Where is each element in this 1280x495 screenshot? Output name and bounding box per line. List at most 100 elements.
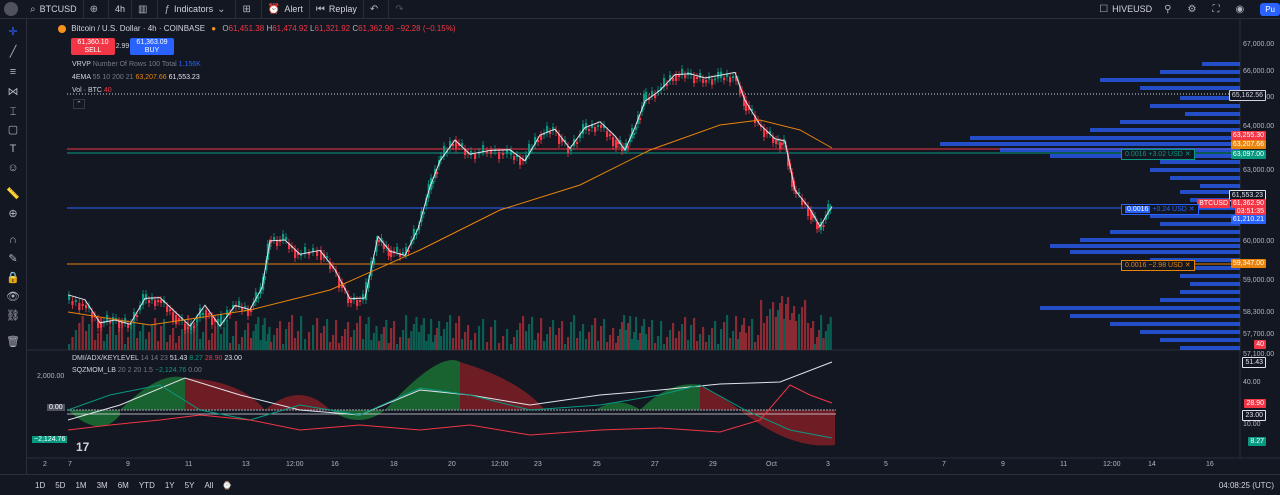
range-button[interactable]: All bbox=[204, 480, 214, 490]
symbol-search-button[interactable]: ⌕ BTCUSD bbox=[24, 0, 84, 18]
close-icon[interactable]: ✕ bbox=[1188, 206, 1195, 213]
volume-profile-bar bbox=[1080, 238, 1240, 242]
candle bbox=[127, 324, 130, 328]
candle bbox=[617, 142, 620, 144]
volume-profile-bar bbox=[970, 136, 1240, 140]
volume-bar bbox=[338, 343, 341, 350]
trend-line-icon[interactable]: ╱ bbox=[9, 46, 17, 58]
volume-bar bbox=[737, 339, 740, 350]
volume-bar bbox=[244, 330, 247, 350]
candle bbox=[643, 94, 646, 106]
redo-button[interactable]: ↷ bbox=[389, 0, 413, 18]
magnet-icon[interactable]: ∩ bbox=[9, 234, 17, 246]
fullscreen-button[interactable]: ⛶ bbox=[1206, 0, 1229, 18]
text-icon[interactable]: T bbox=[9, 143, 17, 155]
undo-button[interactable]: ↶ bbox=[364, 0, 390, 18]
replay-button[interactable]: ⏮ Replay bbox=[310, 0, 364, 18]
candle bbox=[193, 326, 196, 328]
volume-bar bbox=[743, 318, 746, 350]
volume-profile-bar bbox=[1120, 120, 1240, 124]
buy-button[interactable]: 61,363.09 BUY bbox=[130, 38, 174, 55]
volume-bar bbox=[807, 323, 810, 350]
fib-icon[interactable]: ≡ bbox=[9, 66, 17, 78]
range-button[interactable]: YTD bbox=[138, 480, 155, 490]
quick-search-button[interactable]: ⚲ bbox=[1158, 0, 1181, 18]
range-button[interactable]: 5D bbox=[55, 480, 66, 490]
vrvp-legend[interactable]: VRVP Number Of Rows 100 Total 1.156K bbox=[72, 61, 201, 68]
dmi-legend[interactable]: DMI/ADX/KEYLEVEL 14 14 23 51.43 8.27 28.… bbox=[72, 355, 242, 362]
volume-bar bbox=[561, 321, 564, 350]
position-tag-lower[interactable]: 0.0016 −2.98 USD ✕ bbox=[1121, 260, 1195, 271]
close-icon[interactable]: ✕ bbox=[1184, 262, 1191, 269]
volume-profile-bar bbox=[940, 142, 1240, 146]
candle bbox=[552, 127, 555, 131]
time-tick: 25 bbox=[593, 461, 601, 468]
sqz-legend[interactable]: SQZMOM_LB 20 2 20 1.5 −2,124.76 0.00 bbox=[72, 367, 202, 374]
sell-button[interactable]: 61,360.10 SELL bbox=[71, 38, 115, 55]
pencil-icon[interactable]: ✎ bbox=[8, 253, 18, 265]
indicators-button[interactable]: ƒ Indicators ⌄ bbox=[158, 0, 237, 18]
candle bbox=[558, 134, 561, 144]
avatar[interactable] bbox=[4, 2, 18, 16]
position-tag-upper[interactable]: 0.0016 +3.02 USD ✕ bbox=[1121, 149, 1195, 160]
volume-bar bbox=[390, 328, 393, 350]
compare-button[interactable]: ⊕ bbox=[84, 0, 110, 18]
volume-bar bbox=[615, 343, 618, 350]
sqz-params: 20 2 20 1.5 bbox=[117, 367, 153, 374]
volume-bar bbox=[308, 332, 311, 350]
candle bbox=[229, 313, 232, 315]
shapes-icon[interactable]: ▢ bbox=[7, 124, 19, 136]
emoji-icon[interactable]: ☺ bbox=[7, 162, 19, 174]
publish-button[interactable]: Pu bbox=[1260, 2, 1280, 16]
lock-icon[interactable]: 🔒 bbox=[6, 272, 20, 284]
link-icon[interactable]: ⛓ bbox=[6, 310, 20, 322]
volume-bar bbox=[540, 318, 543, 350]
zoom-icon[interactable]: ⊕ bbox=[8, 208, 18, 220]
volume-bar bbox=[827, 324, 830, 350]
candle bbox=[443, 146, 446, 156]
layouts-button[interactable]: ⊞ bbox=[236, 0, 262, 18]
candle bbox=[807, 206, 810, 216]
ruler-icon[interactable]: 📏 bbox=[6, 188, 20, 200]
range-button[interactable]: 3M bbox=[96, 480, 108, 490]
volume-bar bbox=[103, 341, 106, 350]
interval-button[interactable]: 4h bbox=[109, 0, 133, 18]
ema-legend[interactable]: 4EMA 55 10 200 21 63,207.66 61,553.23 bbox=[72, 74, 200, 81]
range-button[interactable]: 6M bbox=[117, 480, 129, 490]
pattern-icon[interactable]: ⋈ bbox=[7, 86, 19, 98]
last-price-label: 61,362.90 bbox=[1230, 199, 1266, 208]
trash-icon[interactable]: 🗑 bbox=[6, 336, 20, 348]
eye-icon[interactable]: 👁 bbox=[6, 291, 20, 303]
range-button[interactable]: 1M bbox=[75, 480, 87, 490]
alert-button[interactable]: ⏰ Alert bbox=[262, 0, 310, 18]
goto-date-icon[interactable]: ⌚ bbox=[222, 480, 233, 490]
range-button[interactable]: 1Y bbox=[164, 480, 175, 490]
forecast-icon[interactable]: ⌶ bbox=[9, 106, 17, 118]
candle bbox=[399, 253, 402, 257]
volume-bar bbox=[735, 316, 738, 350]
collapse-legend-button[interactable]: ⌃ bbox=[73, 99, 85, 109]
candle bbox=[772, 137, 775, 143]
crosshair-icon[interactable]: ✛ bbox=[8, 26, 18, 38]
volume-bar bbox=[118, 328, 121, 350]
compare-symbol-button[interactable]: ☐ HIVEUSD bbox=[1093, 0, 1158, 18]
volume-bar bbox=[291, 315, 294, 350]
snapshot-button[interactable]: ◉ bbox=[1229, 0, 1254, 18]
volume-bar bbox=[619, 329, 622, 350]
close-value: 61,362.90 bbox=[358, 24, 394, 33]
volume-bar bbox=[748, 326, 751, 350]
close-icon[interactable]: ✕ bbox=[1184, 151, 1191, 158]
position-tag-mid[interactable]: 0.0016 +0.24 USD ✕ bbox=[1121, 204, 1199, 215]
volume-bar bbox=[427, 334, 430, 350]
chart-canvas[interactable] bbox=[0, 0, 1280, 474]
vol-legend[interactable]: Vol · BTC 40 bbox=[72, 87, 112, 94]
volume-profile-bar bbox=[1100, 78, 1240, 82]
range-button[interactable]: 1D bbox=[35, 480, 46, 490]
sqz-zero-label: 0.00 bbox=[47, 404, 65, 411]
chart-type-button[interactable]: ▥ bbox=[132, 0, 159, 18]
settings-button[interactable]: ⚙ bbox=[1182, 0, 1207, 18]
candle bbox=[148, 300, 151, 303]
range-button[interactable]: 5Y bbox=[184, 480, 195, 490]
volume-profile-bar bbox=[1150, 258, 1240, 262]
volume-bar bbox=[100, 318, 103, 350]
